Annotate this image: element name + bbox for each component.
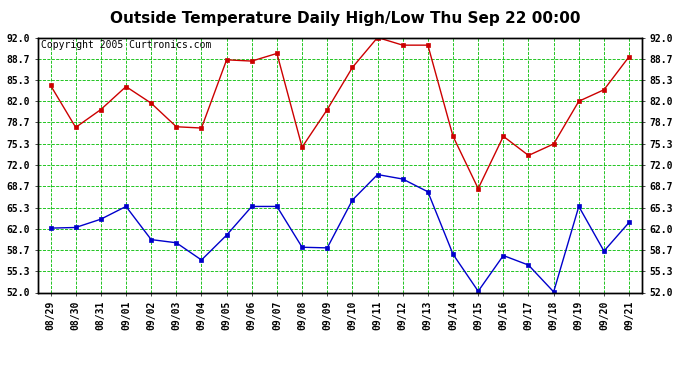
Text: Copyright 2005 Curtronics.com: Copyright 2005 Curtronics.com [41, 40, 211, 50]
Text: Outside Temperature Daily High/Low Thu Sep 22 00:00: Outside Temperature Daily High/Low Thu S… [110, 11, 580, 26]
